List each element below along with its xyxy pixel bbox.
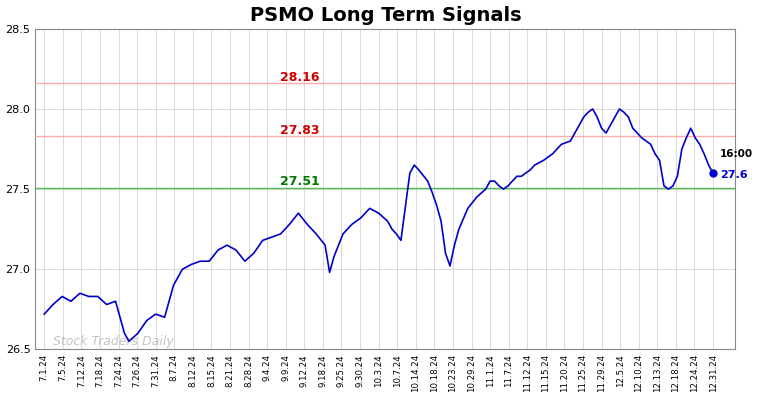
Text: 27.51: 27.51 (280, 176, 320, 188)
Text: Stock Traders Daily: Stock Traders Daily (53, 335, 174, 347)
Title: PSMO Long Term Signals: PSMO Long Term Signals (249, 6, 521, 25)
Text: 28.16: 28.16 (280, 71, 319, 84)
Text: 27.83: 27.83 (280, 124, 319, 137)
Text: 16:00: 16:00 (720, 149, 753, 159)
Point (707, 170, 720, 176)
Text: 27.6: 27.6 (720, 170, 747, 179)
